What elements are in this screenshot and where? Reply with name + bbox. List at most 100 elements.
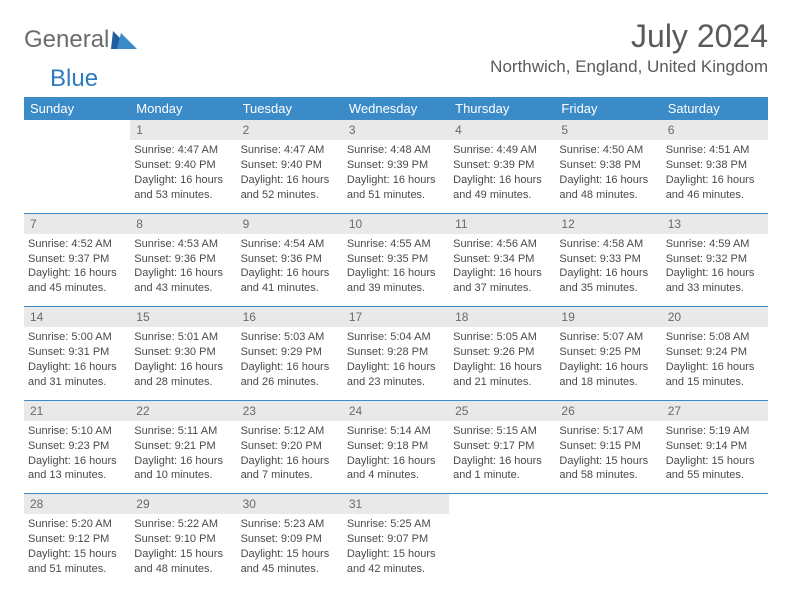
- day-number: 26: [555, 401, 661, 421]
- sunset-text: Sunset: 9:24 PM: [666, 345, 764, 360]
- sunrise-text: Sunrise: 5:04 AM: [347, 330, 445, 345]
- sunrise-text: Sunrise: 4:52 AM: [28, 237, 126, 252]
- sunset-text: Sunset: 9:29 PM: [241, 345, 339, 360]
- sunrise-text: Sunrise: 5:10 AM: [28, 424, 126, 439]
- day-header: Monday: [130, 97, 236, 120]
- daylight-text: Daylight: 16 hours and 10 minutes.: [134, 454, 232, 484]
- sunset-text: Sunset: 9:26 PM: [453, 345, 551, 360]
- day-number: 18: [449, 307, 555, 327]
- calendar-table: Sunday Monday Tuesday Wednesday Thursday…: [24, 97, 768, 587]
- day-number: 9: [237, 214, 343, 234]
- day-number: 25: [449, 401, 555, 421]
- sunset-text: Sunset: 9:37 PM: [28, 252, 126, 267]
- daylight-text: Daylight: 16 hours and 51 minutes.: [347, 173, 445, 203]
- day-number: 24: [343, 401, 449, 421]
- sunrise-text: Sunrise: 5:17 AM: [559, 424, 657, 439]
- daylight-text: Daylight: 15 hours and 45 minutes.: [241, 547, 339, 577]
- sunset-text: Sunset: 9:33 PM: [559, 252, 657, 267]
- daylight-text: Daylight: 16 hours and 39 minutes.: [347, 266, 445, 296]
- daylight-text: Daylight: 16 hours and 49 minutes.: [453, 173, 551, 203]
- sunrise-text: Sunrise: 5:00 AM: [28, 330, 126, 345]
- calendar-day-cell: 22Sunrise: 5:11 AMSunset: 9:21 PMDayligh…: [130, 400, 236, 494]
- day-header: Tuesday: [237, 97, 343, 120]
- sunrise-text: Sunrise: 4:54 AM: [241, 237, 339, 252]
- calendar-week-row: 28 Sunrise: 5:20 AMSunset: 9:12 PM Dayligh…: [24, 494, 768, 587]
- calendar-day-cell: 15Sunrise: 5:01 AMSunset: 9:30 PMDayligh…: [130, 307, 236, 401]
- sunrise-text: Sunrise: 4:47 AM: [241, 143, 339, 158]
- day-number: 5: [555, 120, 661, 140]
- calendar-day-cell: 28Sunrise: 5:20 AMSunset: 9:12 PMDayligh…: [24, 494, 130, 587]
- sunrise-text: Sunrise: 5:20 AM: [28, 517, 126, 532]
- calendar-day-cell: 20Sunrise: 5:08 AMSunset: 9:24 PMDayligh…: [662, 307, 768, 401]
- day-number: 4: [449, 120, 555, 140]
- day-number: 23: [237, 401, 343, 421]
- day-number: 30: [237, 494, 343, 514]
- daylight-text: Daylight: 16 hours and 1 minute.: [453, 454, 551, 484]
- sunrise-text: Sunrise: 5:12 AM: [241, 424, 339, 439]
- calendar-day-cell: 5Sunrise: 4:50 AMSunset: 9:38 PMDaylight…: [555, 120, 661, 213]
- day-number: 6: [662, 120, 768, 140]
- calendar-day-cell: 14Sunrise: 5:00 AMSunset: 9:31 PMDayligh…: [24, 307, 130, 401]
- sunset-text: Sunset: 9:23 PM: [28, 439, 126, 454]
- day-number: 19: [555, 307, 661, 327]
- sunset-text: Sunset: 9:12 PM: [28, 532, 126, 547]
- calendar-header-row: Sunday Monday Tuesday Wednesday Thursday…: [24, 97, 768, 120]
- sunrise-text: Sunrise: 5:07 AM: [559, 330, 657, 345]
- sunrise-text: Sunrise: 4:47 AM: [134, 143, 232, 158]
- brand-text-general: General: [24, 26, 109, 54]
- day-number: 29: [130, 494, 236, 514]
- sunrise-text: Sunrise: 5:05 AM: [453, 330, 551, 345]
- sunrise-text: Sunrise: 4:56 AM: [453, 237, 551, 252]
- daylight-text: Daylight: 16 hours and 52 minutes.: [241, 173, 339, 203]
- daylight-text: Daylight: 16 hours and 45 minutes.: [28, 266, 126, 296]
- sunrise-text: Sunrise: 5:14 AM: [347, 424, 445, 439]
- daylight-text: Daylight: 16 hours and 23 minutes.: [347, 360, 445, 390]
- day-number: 17: [343, 307, 449, 327]
- calendar-day-cell: 27Sunrise: 5:19 AMSunset: 9:14 PMDayligh…: [662, 400, 768, 494]
- brand-logo: General: [24, 18, 139, 54]
- month-title: July 2024: [490, 18, 768, 55]
- sunset-text: Sunset: 9:15 PM: [559, 439, 657, 454]
- calendar-day-cell: [24, 120, 130, 213]
- sunset-text: Sunset: 9:34 PM: [453, 252, 551, 267]
- sunset-text: Sunset: 9:10 PM: [134, 532, 232, 547]
- calendar-day-cell: 2Sunrise: 4:47 AMSunset: 9:40 PMDaylight…: [237, 120, 343, 213]
- day-number: 11: [449, 214, 555, 234]
- sunrise-text: Sunrise: 4:58 AM: [559, 237, 657, 252]
- sunset-text: Sunset: 9:35 PM: [347, 252, 445, 267]
- sunrise-text: Sunrise: 5:08 AM: [666, 330, 764, 345]
- daylight-text: Daylight: 16 hours and 4 minutes.: [347, 454, 445, 484]
- sunrise-text: Sunrise: 5:23 AM: [241, 517, 339, 532]
- sunrise-text: Sunrise: 4:59 AM: [666, 237, 764, 252]
- day-number: 10: [343, 214, 449, 234]
- day-number: 22: [130, 401, 236, 421]
- brand-text-blue: Blue: [50, 65, 98, 92]
- daylight-text: Daylight: 16 hours and 41 minutes.: [241, 266, 339, 296]
- calendar-day-cell: 16Sunrise: 5:03 AMSunset: 9:29 PMDayligh…: [237, 307, 343, 401]
- day-number: 15: [130, 307, 236, 327]
- daylight-text: Daylight: 16 hours and 43 minutes.: [134, 266, 232, 296]
- sunset-text: Sunset: 9:14 PM: [666, 439, 764, 454]
- day-number: 28: [24, 494, 130, 514]
- calendar-week-row: 14Sunrise: 5:00 AMSunset: 9:31 PMDayligh…: [24, 307, 768, 401]
- calendar-day-cell: 1Sunrise: 4:47 AMSunset: 9:40 PMDaylight…: [130, 120, 236, 213]
- day-number: 7: [24, 214, 130, 234]
- sunset-text: Sunset: 9:30 PM: [134, 345, 232, 360]
- day-header: Friday: [555, 97, 661, 120]
- calendar-day-cell: [449, 494, 555, 587]
- sunrise-text: Sunrise: 4:51 AM: [666, 143, 764, 158]
- calendar-day-cell: 17Sunrise: 5:04 AMSunset: 9:28 PMDayligh…: [343, 307, 449, 401]
- calendar-day-cell: 31Sunrise: 5:25 AMSunset: 9:07 PMDayligh…: [343, 494, 449, 587]
- calendar-body: 1Sunrise: 4:47 AMSunset: 9:40 PMDaylight…: [24, 120, 768, 587]
- calendar-day-cell: [662, 494, 768, 587]
- sunset-text: Sunset: 9:31 PM: [28, 345, 126, 360]
- sunset-text: Sunset: 9:07 PM: [347, 532, 445, 547]
- daylight-text: Daylight: 16 hours and 28 minutes.: [134, 360, 232, 390]
- daylight-text: Daylight: 16 hours and 31 minutes.: [28, 360, 126, 390]
- day-number: 16: [237, 307, 343, 327]
- day-header: Saturday: [662, 97, 768, 120]
- sunrise-text: Sunrise: 4:50 AM: [559, 143, 657, 158]
- calendar-day-cell: 3Sunrise: 4:48 AMSunset: 9:39 PMDaylight…: [343, 120, 449, 213]
- daylight-text: Daylight: 16 hours and 53 minutes.: [134, 173, 232, 203]
- sunrise-text: Sunrise: 4:48 AM: [347, 143, 445, 158]
